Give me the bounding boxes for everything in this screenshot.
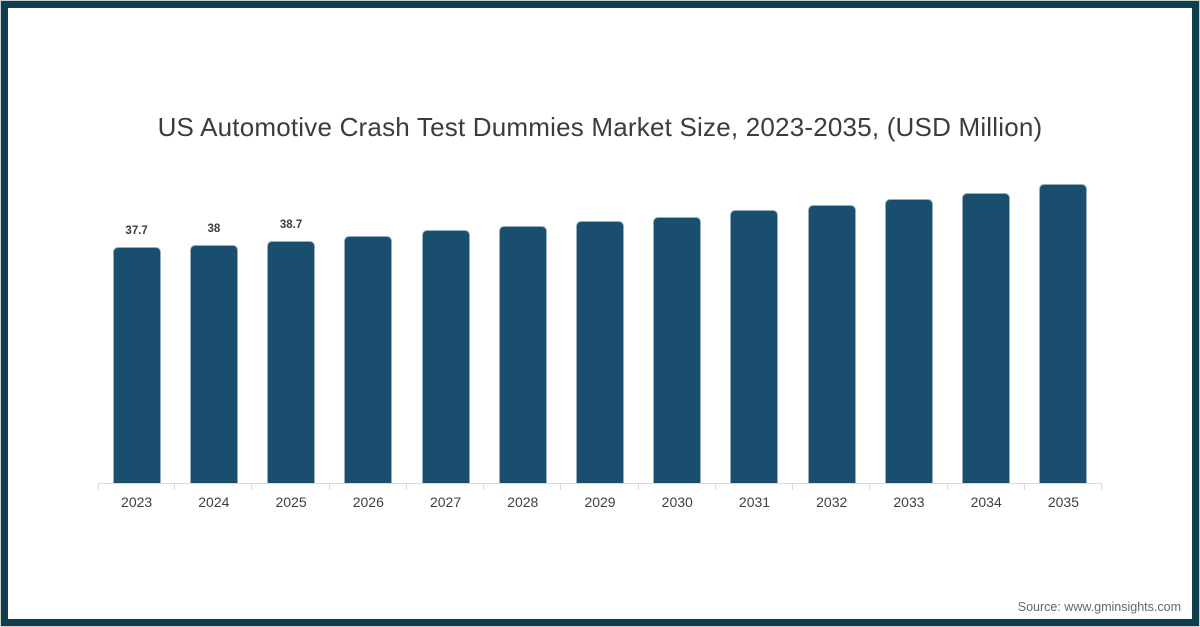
bar-slot <box>330 150 408 490</box>
bar <box>884 199 933 483</box>
bar-slot <box>407 150 485 490</box>
bar-slot <box>716 150 794 490</box>
bar-slot <box>561 150 639 490</box>
bar <box>344 236 393 483</box>
x-axis-label: 2034 <box>970 494 1002 510</box>
bar <box>807 205 856 483</box>
x-axis-label: 2031 <box>738 494 771 510</box>
bar <box>653 217 702 483</box>
x-axis-label: 2023 <box>121 494 153 510</box>
x-axis-label: 2024 <box>198 494 230 510</box>
bar-slot <box>948 150 1026 490</box>
bar-slot <box>639 150 717 490</box>
x-axis-label: 2035 <box>1047 494 1079 510</box>
bar-slot: 38 <box>175 150 253 490</box>
bar <box>267 241 316 483</box>
x-axis-label: 2029 <box>584 494 616 510</box>
bar <box>962 193 1011 483</box>
bar-slot <box>484 150 562 490</box>
bar-slot <box>793 150 871 490</box>
bar <box>576 221 625 483</box>
bar-value-label: 38 <box>207 223 221 235</box>
x-axis-label: 2028 <box>507 494 539 510</box>
bar-slot: 37.7 <box>98 150 176 490</box>
bar-chart-plot-area: 37.7 38 38.7 <box>98 150 1103 490</box>
x-axis-label: 2027 <box>429 494 462 510</box>
bar-slot <box>870 150 948 490</box>
bar <box>189 245 238 483</box>
bar <box>421 230 470 483</box>
chart-title: US Automotive Crash Test Dummies Market … <box>157 112 1043 142</box>
bar <box>730 210 779 483</box>
x-axis: 2023 2024 2025 2026 2027 2028 2029 2030 2031 2032… <box>98 494 1102 510</box>
x-axis-label: 2025 <box>275 494 307 510</box>
bar <box>112 247 161 483</box>
bar-value-label: 37.7 <box>125 225 148 237</box>
x-axis-label: 2033 <box>893 494 925 510</box>
bar <box>498 226 547 483</box>
x-axis-label: 2026 <box>352 494 384 510</box>
source-text: Source: www.gminsights.com <box>1017 600 1181 614</box>
bar-slot: 38.7 <box>252 150 330 490</box>
bar-value-label: 38.7 <box>279 219 303 231</box>
bar <box>1039 184 1088 483</box>
x-axis-label: 2032 <box>816 494 848 510</box>
x-axis-label: 2030 <box>661 494 693 510</box>
bar-slot <box>1025 150 1103 490</box>
